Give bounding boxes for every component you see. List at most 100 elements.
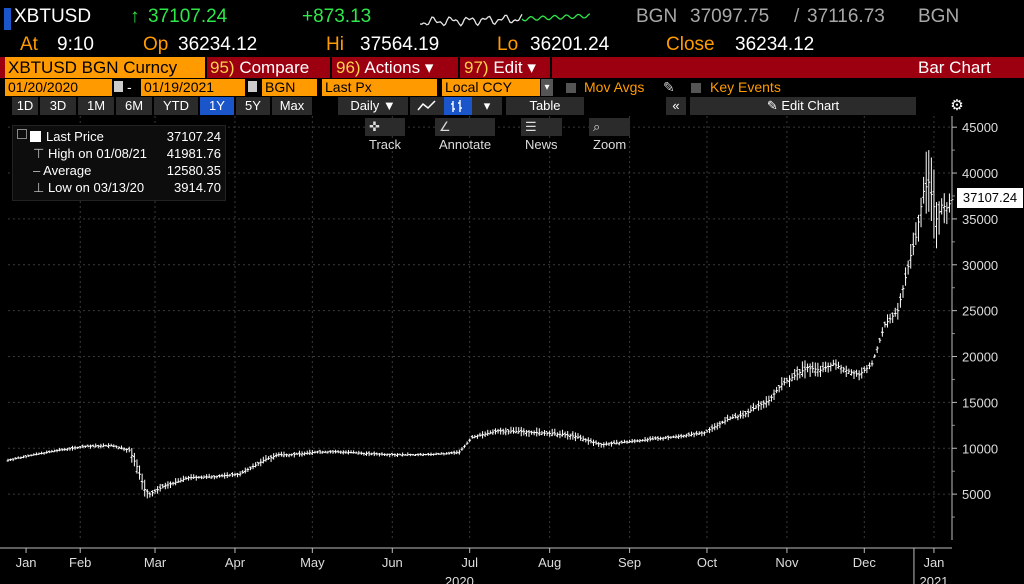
price-bar	[42, 452, 46, 455]
price-bar	[893, 307, 897, 317]
period-button-1m[interactable]: 1M	[78, 97, 114, 115]
last-arrow-icon: ↑	[130, 6, 140, 27]
price-bar	[78, 445, 82, 449]
track-button[interactable]: ✜ Track	[365, 118, 406, 152]
pencil-icon[interactable]: ✎	[663, 79, 675, 95]
period-button-1d[interactable]: 1D	[12, 97, 38, 115]
start-date-field[interactable]: 01/20/2020	[5, 79, 112, 96]
bid-price: 37097.75	[690, 6, 770, 27]
line-chart-icon[interactable]	[410, 97, 444, 115]
price-bar	[945, 202, 949, 225]
start-calendar-icon[interactable]	[114, 81, 123, 92]
price-bar	[238, 471, 242, 477]
price-bar	[594, 440, 598, 445]
edit-button[interactable]: 97) Edit ▾	[464, 57, 549, 78]
price-bar	[246, 467, 250, 473]
price-chart[interactable]: 5000 10000 15000 20000 25000 30000 35000 40000 4…	[0, 116, 1024, 584]
x-tick-label: Sep	[618, 555, 641, 570]
price-bar	[664, 436, 668, 440]
price-bar	[715, 422, 719, 430]
price-bar	[878, 337, 882, 343]
ticker-symbol[interactable]: XBTUSD	[14, 6, 92, 27]
end-calendar-icon[interactable]	[248, 81, 257, 92]
collapse-icon[interactable]: «	[666, 97, 686, 115]
price-bar	[187, 475, 190, 481]
security-name[interactable]: XBTUSD BGN Curncy	[5, 57, 205, 78]
price-bar	[60, 448, 64, 452]
zoom-button[interactable]: ⌕ Zoom	[589, 118, 631, 152]
source-field[interactable]: BGN	[262, 79, 317, 96]
edit-chart-button[interactable]: ✎ Edit Chart	[690, 97, 916, 115]
price-bar	[47, 450, 51, 454]
price-bar	[357, 450, 361, 455]
date-dash: -	[127, 79, 132, 95]
price-bar	[862, 366, 866, 373]
price-bar	[710, 424, 714, 432]
price-bar	[643, 436, 647, 442]
actions-button[interactable]: 96) Actions ▾	[336, 57, 456, 78]
period-button-6m[interactable]: 6M	[116, 97, 152, 115]
period-button-1y[interactable]: 1Y	[200, 97, 234, 115]
price-bar	[633, 439, 637, 444]
y-tick-label: 20000	[962, 350, 998, 365]
price-bar	[109, 443, 113, 447]
price-bar	[349, 450, 353, 454]
price-bar	[29, 454, 33, 457]
price-bar	[857, 370, 861, 381]
price-bar	[563, 431, 567, 438]
price-bar	[329, 450, 332, 454]
price-bar	[176, 478, 180, 483]
price-bar	[202, 475, 206, 479]
price-bar	[468, 438, 472, 443]
period-button-max[interactable]: Max	[272, 97, 312, 115]
ask-price: 37116.73	[807, 6, 885, 27]
compare-button[interactable]: 95) Compare	[210, 57, 327, 78]
mov-avgs-label[interactable]: Mov Avgs	[584, 79, 645, 95]
price-bar	[677, 434, 681, 439]
price-bar	[612, 440, 616, 445]
price-bar	[251, 463, 255, 470]
price-bar	[254, 462, 258, 468]
price-bar	[801, 361, 804, 377]
key-events-label[interactable]: Key Events	[710, 79, 781, 95]
price-bar	[225, 472, 229, 479]
currency-dropdown-icon[interactable]: ▾	[541, 79, 553, 96]
price-bar	[91, 444, 95, 448]
price-bar	[842, 366, 846, 373]
price-bar	[821, 361, 825, 373]
price-bar	[736, 414, 740, 421]
y-tick-label: 40000	[962, 166, 998, 181]
currency-selector[interactable]: Local CCY	[442, 79, 540, 96]
price-bar	[323, 450, 327, 454]
table-button[interactable]: Table	[506, 97, 584, 115]
period-button-ytd[interactable]: YTD	[154, 97, 198, 115]
price-bar	[414, 453, 417, 456]
price-bar	[112, 444, 116, 448]
frequency-dropdown[interactable]: Daily ▼	[338, 97, 408, 115]
news-button[interactable]: ☰ News	[521, 118, 562, 152]
chart-style-caret-icon[interactable]: ▾	[472, 97, 502, 115]
annotate-button[interactable]: ∠ Annotate	[435, 118, 496, 152]
price-bar	[808, 363, 812, 377]
price-bar	[163, 482, 167, 490]
price-bar	[6, 458, 10, 462]
price-bar	[457, 449, 461, 455]
settings-gear-icon[interactable]: ⚙	[950, 97, 964, 114]
price-bar	[723, 416, 727, 425]
period-button-5y[interactable]: 5Y	[236, 97, 270, 115]
price-bar	[277, 452, 281, 457]
price-bar	[896, 302, 900, 320]
bar-chart-icon[interactable]	[444, 97, 472, 115]
key-events-checkbox[interactable]	[691, 83, 701, 93]
price-bar	[339, 450, 343, 454]
price-bar	[197, 475, 201, 479]
price-bar	[158, 483, 162, 492]
price-bar	[568, 433, 572, 440]
mov-avgs-checkbox[interactable]	[566, 83, 576, 93]
price-bar	[303, 451, 307, 456]
legend-collapse-icon[interactable]	[17, 129, 27, 139]
price-bar	[249, 466, 252, 471]
period-button-3d[interactable]: 3D	[40, 97, 76, 115]
field-selector[interactable]: Last Px	[322, 79, 437, 96]
end-date-field[interactable]: 01/19/2021	[141, 79, 245, 96]
